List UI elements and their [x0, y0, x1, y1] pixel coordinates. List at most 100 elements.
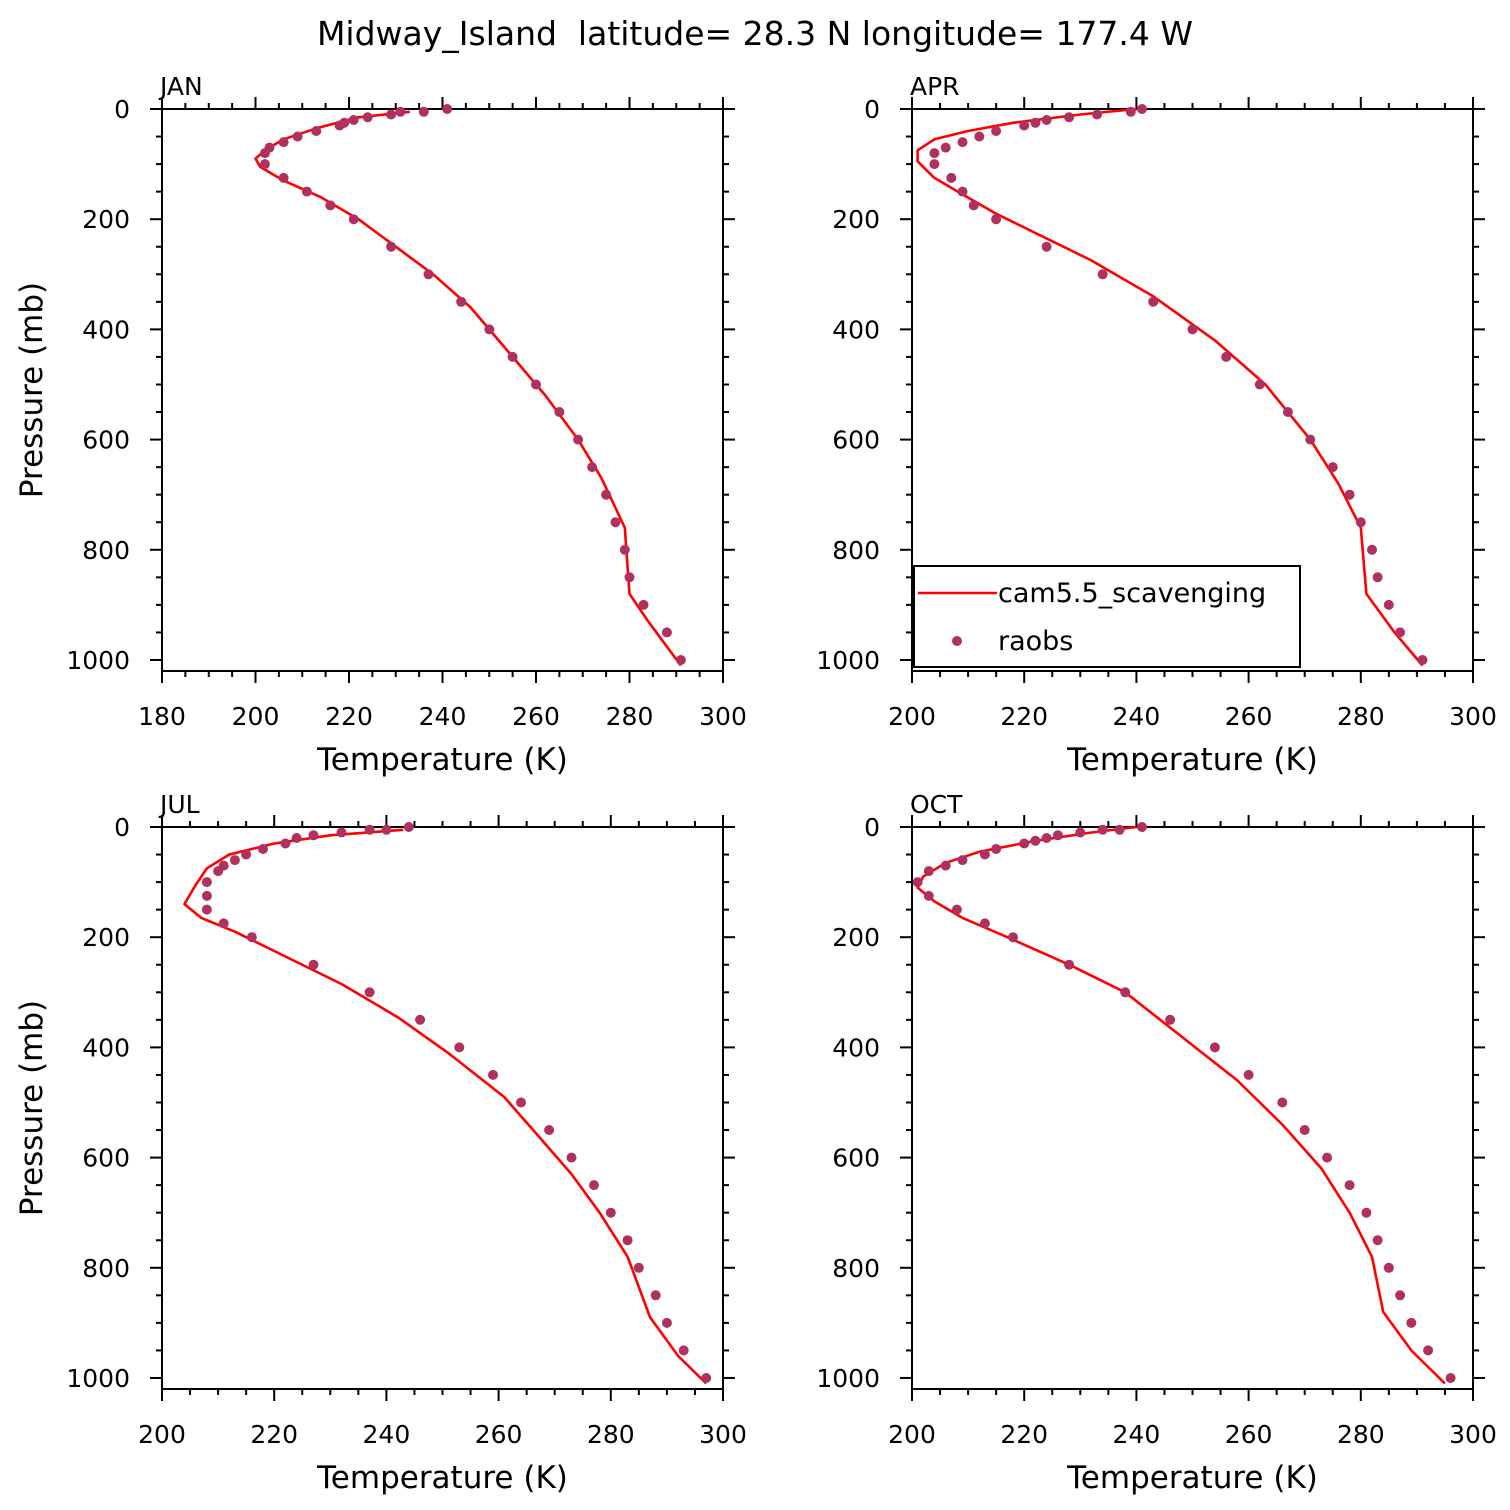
- obs-point: [940, 142, 951, 153]
- x-tick-label: 260: [475, 1420, 523, 1449]
- y-tick-label: 1000: [66, 1364, 130, 1393]
- obs-point: [923, 890, 934, 901]
- y-tick-label: 800: [832, 536, 880, 565]
- y-tick-label: 600: [832, 426, 880, 455]
- x-tick-label: 200: [888, 1420, 936, 1449]
- legend-label-obs: raobs: [998, 626, 1073, 657]
- obs-point: [1367, 544, 1377, 555]
- obs-point: [587, 462, 598, 473]
- obs-point: [1299, 1125, 1310, 1135]
- obs-point: [1041, 833, 1052, 843]
- obs-point: [1125, 106, 1136, 117]
- obs-point: [912, 877, 923, 888]
- x-tick-label: 280: [1337, 702, 1385, 731]
- obs-point: [292, 131, 303, 142]
- obs-point: [1030, 117, 1041, 128]
- obs-point: [605, 1207, 616, 1218]
- obs-point: [1064, 112, 1075, 123]
- obs-point: [951, 904, 962, 915]
- obs-point: [362, 112, 373, 123]
- obs-point: [968, 200, 979, 211]
- obs-point: [601, 489, 612, 500]
- obs-point: [484, 324, 495, 335]
- y-tick-label: 800: [832, 1254, 880, 1283]
- x-tick-label: 280: [587, 1420, 635, 1449]
- series-line-model: [916, 825, 1446, 1385]
- x-tick-label: 220: [1000, 702, 1048, 731]
- obs-point: [488, 1069, 498, 1080]
- obs-point: [1041, 115, 1052, 125]
- y-tick-label: 400: [832, 315, 880, 344]
- obs-point: [1383, 1262, 1394, 1273]
- y-tick-label: 400: [82, 315, 130, 344]
- obs-point: [1008, 932, 1018, 943]
- obs-point: [454, 1042, 465, 1053]
- panel-jul: JUL 200 220 240 260 280 300 0 200 400 600 800 1000 Te…: [14, 790, 747, 1496]
- obs-point: [1097, 269, 1108, 280]
- x-tick-label: 220: [250, 1420, 298, 1449]
- obs-point: [1165, 1014, 1176, 1025]
- y-tick-label: 1000: [816, 1364, 880, 1393]
- panel-apr: APR 200 220 240 260 280 300 0 200 400 600 800 1000 Te…: [816, 72, 1496, 778]
- obs-point: [201, 877, 212, 888]
- obs-point: [1209, 1042, 1220, 1053]
- panel-label: APR: [910, 72, 960, 101]
- obs-point: [1221, 351, 1232, 362]
- figure-title: Midway_Island latitude= 28.3 N longitude…: [317, 14, 1193, 53]
- obs-point: [278, 137, 289, 148]
- obs-point: [258, 844, 268, 854]
- obs-point: [1243, 1069, 1254, 1080]
- x-tick-label: 200: [232, 702, 280, 731]
- y-tick-label: 0: [864, 813, 880, 842]
- y-tick-label: 200: [82, 923, 130, 952]
- obs-point: [1019, 120, 1030, 131]
- obs-point: [334, 120, 345, 131]
- series-line-model: [183, 828, 708, 1385]
- obs-point: [1383, 599, 1394, 610]
- x-tick-label: 240: [1113, 1420, 1161, 1449]
- obs-point: [1277, 1097, 1288, 1108]
- obs-point: [610, 517, 621, 528]
- x-tick-label: 300: [1449, 702, 1497, 731]
- obs-point: [1097, 824, 1108, 835]
- x-tick-label: 260: [512, 702, 560, 731]
- obs-point: [929, 159, 940, 170]
- panel-label: JAN: [158, 72, 203, 101]
- obs-point: [308, 959, 319, 970]
- obs-point: [395, 106, 406, 117]
- obs-point: [619, 544, 630, 555]
- obs-point: [1344, 1180, 1355, 1191]
- obs-point: [364, 824, 375, 835]
- x-tick-label: 260: [1225, 702, 1273, 731]
- obs-point: [1120, 987, 1131, 998]
- y-tick-label: 800: [82, 536, 130, 565]
- obs-point: [991, 126, 1002, 136]
- plot-frame: [911, 826, 1474, 1390]
- obs-point: [957, 855, 968, 866]
- x-tick-label: 280: [606, 702, 654, 731]
- obs-point: [280, 838, 291, 849]
- legend-label-model: cam5.5_scavenging: [998, 578, 1266, 609]
- obs-point: [308, 830, 319, 841]
- obs-point: [1406, 1317, 1417, 1328]
- obs-point: [1355, 517, 1366, 528]
- x-tick-label: 300: [699, 1420, 747, 1449]
- obs-point: [348, 115, 359, 125]
- obs-point: [241, 849, 252, 860]
- x-axis-label: Temperature (K): [316, 1460, 568, 1496]
- x-tick-label: 240: [1113, 702, 1161, 731]
- obs-point: [386, 109, 397, 120]
- obs-point: [638, 599, 649, 610]
- obs-point: [418, 106, 429, 117]
- obs-point: [325, 200, 336, 211]
- x-tick-label: 280: [1337, 1420, 1385, 1449]
- obs-point: [991, 214, 1002, 225]
- obs-point: [957, 137, 968, 148]
- obs-point: [456, 296, 467, 307]
- y-tick-label: 600: [82, 1144, 130, 1173]
- obs-point: [974, 131, 985, 142]
- y-tick-label: 400: [832, 1033, 880, 1062]
- y-tick-label: 0: [864, 95, 880, 124]
- legend-box: [913, 565, 1301, 668]
- series-line-model: [254, 110, 682, 667]
